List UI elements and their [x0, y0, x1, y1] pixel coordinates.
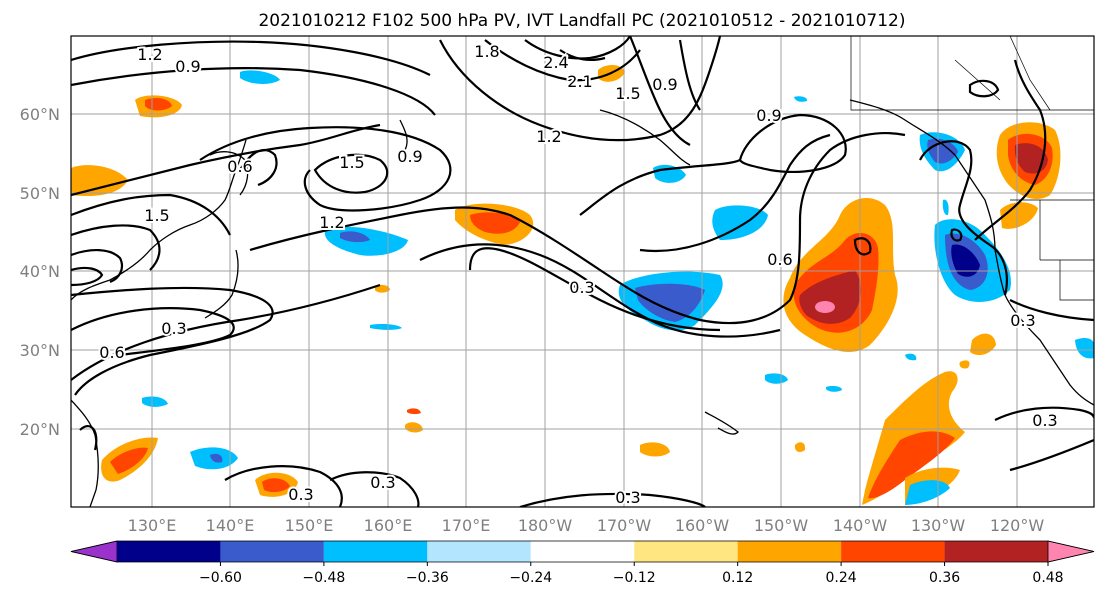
colorbar-tick-label: 0.36: [929, 570, 960, 586]
longitude-labels: 130°E 140°E 150°E 160°E 170°E 180°W 170°…: [128, 516, 1045, 535]
contour-label: 0.6: [767, 250, 792, 269]
pv-contours: [71, 36, 1094, 507]
colorbar-tick-label: 0.24: [826, 570, 857, 586]
contour-label: 1.5: [339, 153, 364, 172]
us-state-borders: [1010, 199, 1094, 301]
contour-label: 0.6: [227, 157, 252, 176]
contour-label: 0.9: [756, 106, 781, 125]
lat-label: 40°N: [20, 262, 60, 281]
colorbar-tick-label: −0.36: [406, 570, 449, 586]
colorbar-swatch: [944, 541, 1048, 562]
figure-title: 2021010212 F102 500 hPa PV, IVT Landfall…: [258, 11, 905, 31]
lon-label: 170°W: [597, 516, 652, 535]
contour-label: 1.2: [319, 213, 344, 232]
colorbar-tick-label: 0.48: [1032, 570, 1063, 586]
map-frame: [70, 35, 1095, 508]
lon-label: 150°W: [754, 516, 809, 535]
lon-label: 180°W: [518, 516, 573, 535]
colorbar-swatch: [530, 541, 635, 562]
positive-shading: [71, 64, 1061, 505]
colorbar-swatch: [117, 541, 221, 562]
contour-label: 1.5: [144, 206, 169, 225]
colorbar-tick-label: −0.48: [302, 570, 345, 586]
lon-label: 150°E: [285, 516, 334, 535]
contour-label: 0.6: [99, 343, 124, 362]
contour-label: 0.9: [397, 147, 422, 166]
contour-label: 0.3: [615, 488, 640, 507]
contour-label: 0.3: [288, 485, 313, 504]
colorbar-extend-low: [70, 540, 118, 563]
lat-label: 20°N: [20, 420, 60, 439]
colorbar-outline: [70, 540, 1095, 563]
colorbar-tick-label: 0.12: [722, 570, 753, 586]
contour-label: 0.9: [652, 75, 677, 94]
contour-label: 0.3: [1032, 411, 1057, 430]
lon-label: 140°E: [206, 516, 255, 535]
colorbar-swatch: [841, 541, 945, 562]
canada-border: [850, 36, 1094, 111]
lat-label: 60°N: [20, 105, 60, 124]
lon-label: 160°E: [364, 516, 413, 535]
lon-label: 130°W: [911, 516, 966, 535]
lon-label: 160°W: [675, 516, 730, 535]
contour-label: 1.2: [137, 45, 162, 64]
pv-positive-feature-peak: [815, 301, 835, 313]
pv-positive-52n: [71, 165, 128, 197]
lon-label: 130°E: [128, 516, 177, 535]
colorbar-tick-label: −0.60: [199, 570, 242, 586]
lat-label: 50°N: [20, 184, 60, 203]
colorbar-extend-high: [1047, 540, 1095, 563]
colorbar-swatch: [427, 541, 531, 562]
contour-label: 2.1: [567, 72, 592, 91]
contour-label: 2.4: [543, 53, 568, 72]
contour-label: 0.3: [1010, 311, 1035, 330]
contour-label: 1.8: [474, 42, 499, 61]
asia-coast: [71, 139, 247, 301]
contour-label: 0.3: [370, 473, 395, 492]
contour-labels: 1.2 0.9 1.8 2.4 2.1 1.5 0.9 0.9 1.2 0.6 …: [97, 40, 1059, 507]
colorbar-swatch: [737, 541, 842, 562]
contour-label: 0.3: [161, 319, 186, 338]
lat-label: 30°N: [20, 341, 60, 360]
hawaii: [704, 411, 739, 435]
colorbar: −0.60 −0.48 −0.36 −0.24 −0.12 0.12 0.24 0.36 0.4…: [70, 540, 1095, 586]
contour-label: 0.3: [569, 278, 594, 297]
colorbar-swatch: [634, 541, 738, 562]
colorbar-swatch: [220, 541, 324, 562]
lon-label: 170°E: [442, 516, 491, 535]
lon-label: 140°W: [833, 516, 888, 535]
contour-label: 0.9: [175, 57, 200, 76]
contour-label: 1.5: [615, 84, 640, 103]
pv-positive-feature-inner: [799, 270, 862, 324]
lon-label: 120°W: [990, 516, 1045, 535]
colorbar-tick-label: −0.12: [613, 570, 656, 586]
map-panel: 1.2 0.9 1.8 2.4 2.1 1.5 0.9 0.9 1.2 0.6 …: [71, 36, 1094, 507]
contour-label: 1.2: [536, 127, 561, 146]
latitude-labels: 60°N 50°N 40°N 30°N 20°N: [20, 105, 60, 439]
colorbar-tick-label: −0.24: [509, 570, 552, 586]
colorbar-swatch: [323, 541, 428, 562]
